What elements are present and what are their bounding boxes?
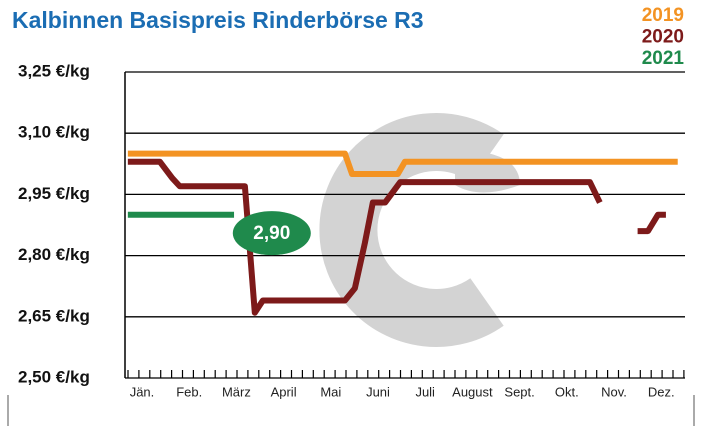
chart-title: Kalbinnen Basispreis Rinderbörse R3 [12,7,424,33]
background-logo [455,150,520,193]
y-tick-label: 3,10 €/kg [18,123,90,142]
x-tick-label: Sept. [504,384,534,399]
series-line [127,158,603,316]
y-tick-label: 2,95 €/kg [18,184,90,203]
x-tick-label: Dez. [648,384,675,399]
minor-ticks [127,370,685,378]
y-tick-label: 2,65 €/kg [18,306,90,325]
y-tick-label: 2,80 €/kg [18,245,90,264]
x-tick-label: Feb. [176,384,202,399]
y-tick-label: 2,50 €/kg [18,367,90,386]
x-tick-label: Juni [366,384,390,399]
y-tick-label: 3,25 €/kg [18,61,90,80]
background-logo [319,113,504,347]
x-tick-label: Nov. [601,384,627,399]
annotation-label: 2,90 [253,223,290,244]
legend-label: 2021 [642,48,685,69]
x-tick-label: Okt. [555,384,579,399]
series-line [637,211,666,235]
x-tick-label: Mai [320,384,341,399]
x-tick-label: Jän. [130,384,155,399]
legend-label: 2020 [642,27,684,48]
series-line [127,150,678,177]
x-tick-label: April [271,384,297,399]
x-tick-label: März [222,384,251,399]
x-tick-label: Juli [415,384,435,399]
annotation-badge [232,211,311,256]
x-tick-label: August [452,384,493,399]
legend-label: 2019 [642,5,684,26]
